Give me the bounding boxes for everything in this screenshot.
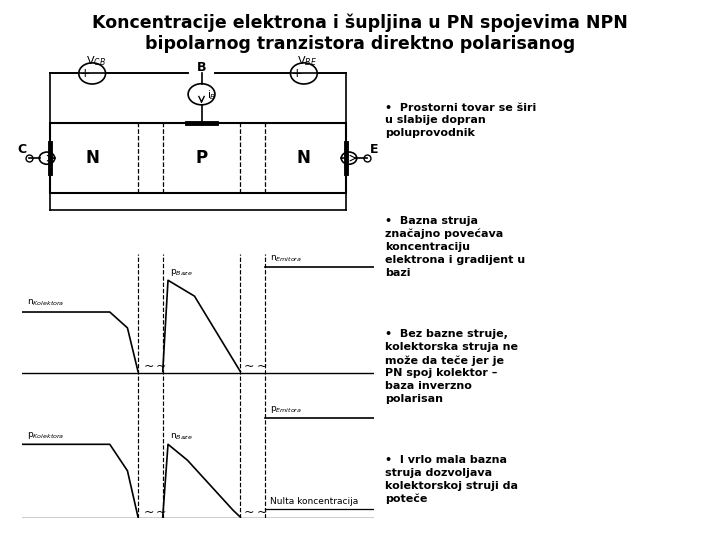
Text: N: N [85, 149, 99, 167]
Text: n$_{Emitora}$: n$_{Emitora}$ [270, 254, 302, 265]
Text: p$_{Emitora}$: p$_{Emitora}$ [270, 404, 302, 415]
Text: ~: ~ [143, 360, 154, 373]
Text: n$_{Baze}$: n$_{Baze}$ [170, 431, 193, 442]
Text: +: + [80, 67, 91, 80]
Text: E: E [369, 143, 378, 156]
Text: ~: ~ [256, 360, 266, 373]
Text: ~: ~ [256, 506, 266, 519]
Text: i$_B$: i$_B$ [207, 88, 216, 102]
Bar [50, 124, 346, 193]
Text: N: N [297, 149, 311, 167]
Text: V$_{BE}$: V$_{BE}$ [297, 54, 318, 68]
Text: •  Prostorni tovar se širi
u slabije dopran
poluprovodnik: • Prostorni tovar se širi u slabije dopr… [385, 103, 536, 138]
Text: B: B [197, 62, 206, 75]
Text: ~: ~ [244, 506, 254, 519]
Text: C: C [17, 143, 26, 156]
Text: P: P [195, 149, 207, 167]
Text: V$_{CB}$: V$_{CB}$ [86, 54, 106, 68]
Text: ~: ~ [156, 360, 166, 373]
Text: •  I vrlo mala bazna
struja dozvoljava
kolektorskoj struji da
poteče: • I vrlo mala bazna struja dozvoljava ko… [385, 455, 518, 504]
Text: ~: ~ [244, 360, 254, 373]
Text: Nulta koncentracija: Nulta koncentracija [270, 497, 359, 507]
Text: •  Bez bazne struje,
kolektorska struja ne
može da teče jer je
PN spoj kolektor : • Bez bazne struje, kolektorska struja n… [385, 329, 518, 404]
Text: n$_{Kolektora}$: n$_{Kolektora}$ [27, 298, 64, 308]
Text: •  Bazna struja
značajno povećava
koncentraciju
elektrona i gradijent u
bazi: • Bazna struja značajno povećava koncent… [385, 216, 526, 278]
Text: +: + [292, 67, 302, 80]
Text: ~: ~ [156, 506, 166, 519]
Text: p$_{Kolektora}$: p$_{Kolektora}$ [27, 430, 64, 441]
Text: Koncentracije elektrona i šupljina u PN spojevima NPN
bipolarnog tranzistora dir: Koncentracije elektrona i šupljina u PN … [92, 14, 628, 53]
Text: p$_{Baze}$: p$_{Baze}$ [170, 267, 193, 278]
Text: ~: ~ [143, 506, 154, 519]
